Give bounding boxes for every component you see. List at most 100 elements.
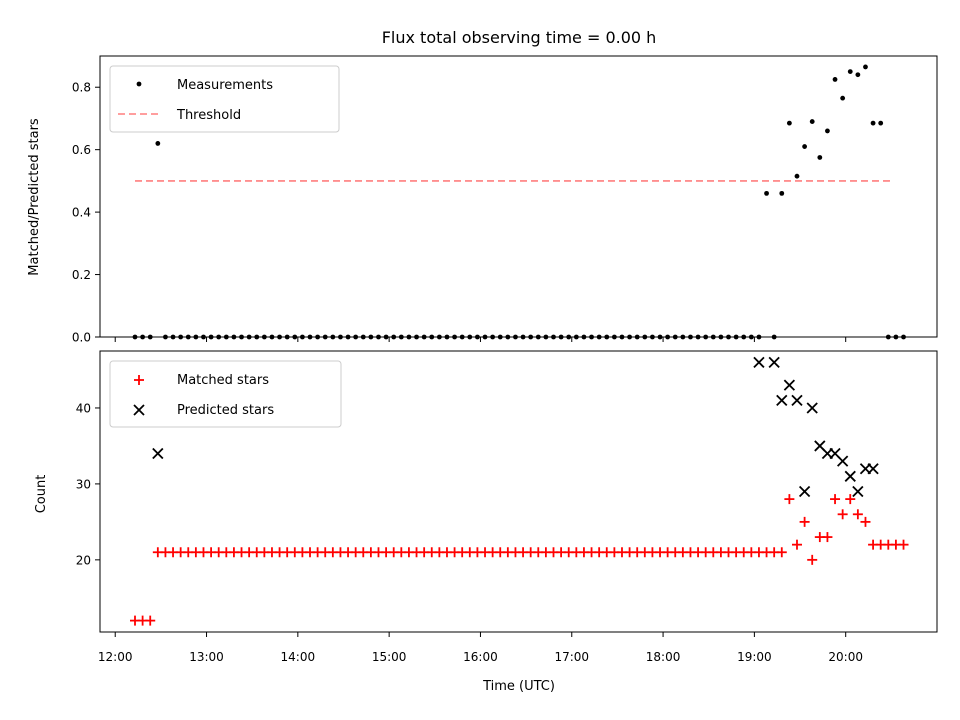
measurement-point: [870, 120, 876, 126]
matched-star-point: [852, 509, 863, 520]
measurement-point: [558, 334, 564, 340]
ratio-panel: Matched/Predicted stars 0.00.20.40.60.8 …: [27, 55, 938, 345]
measurement-point: [513, 334, 518, 340]
ratio-y-tick-label: 0.8: [72, 81, 91, 95]
measurement-point: [330, 334, 336, 340]
measurement-point: [718, 334, 724, 340]
measurement-point: [185, 334, 191, 340]
measurement-point: [809, 119, 815, 124]
measurement-point: [756, 334, 762, 340]
predicted-star-point: [776, 394, 788, 407]
measurement-point: [672, 334, 678, 340]
measurement-point: [543, 334, 549, 340]
measurement-point: [733, 334, 739, 340]
measurement-point: [551, 334, 556, 340]
measurement-point: [825, 128, 830, 134]
predicted-star-point: [753, 356, 765, 369]
measurement-point: [589, 334, 594, 340]
predicted-star-stroke: [806, 402, 818, 414]
count-legend: Matched stars Predicted stars: [109, 360, 342, 428]
measurement-point: [650, 334, 655, 340]
measurement-point: [710, 334, 716, 340]
measurement-point: [535, 334, 541, 340]
measurements-legend-marker: [136, 81, 142, 87]
matched-star-point: [845, 494, 856, 505]
measurement-point: [414, 334, 419, 340]
measurement-point: [398, 334, 404, 340]
count-x-tick-label: 20:00: [828, 650, 863, 664]
count-x-tick-label: 19:00: [737, 650, 772, 664]
measurement-point: [855, 72, 861, 78]
x-axis-label: Time (UTC): [482, 679, 555, 694]
predicted-star-stroke: [829, 447, 841, 460]
predicted-star-point: [768, 356, 780, 369]
measurement-point: [832, 77, 838, 82]
measurement-point: [421, 334, 427, 340]
predicted-star-point: [806, 402, 818, 414]
matched-star-point: [145, 615, 156, 626]
measurement-point: [779, 190, 785, 196]
count-legend-box: [109, 360, 342, 428]
matched-star-point: [791, 539, 802, 550]
measurement-point: [239, 334, 244, 340]
measurement-point: [581, 334, 587, 340]
measurement-point: [802, 144, 808, 149]
measurement-point: [688, 334, 693, 340]
measurement-point: [368, 334, 374, 340]
measurement-point: [269, 334, 275, 340]
predicted-star-point: [837, 455, 849, 467]
measurement-point: [497, 334, 503, 340]
measurement-point: [208, 334, 214, 340]
measurement-point: [566, 334, 572, 340]
predicted-star-point: [791, 394, 803, 407]
ratio-y-tick-label: 0.6: [72, 143, 91, 157]
measurement-point: [596, 334, 602, 340]
measurement-point: [771, 334, 777, 340]
ratio-y-tick-label: 0.4: [72, 206, 91, 220]
measurement-point: [573, 334, 579, 340]
measurement-point: [611, 334, 617, 340]
measurement-point: [178, 334, 184, 340]
measurement-point: [353, 334, 359, 340]
measurement-point: [277, 334, 282, 340]
matched-star-point: [807, 554, 818, 565]
measurements-legend-label: Measurements: [177, 78, 273, 93]
matched-star-point: [830, 494, 841, 505]
threshold-legend-label: Threshold: [176, 108, 241, 123]
measurement-point: [345, 334, 351, 340]
measurement-point: [261, 334, 267, 340]
predicted-star-point: [844, 470, 856, 482]
matched-star-point: [776, 547, 787, 558]
measurement-point: [155, 141, 161, 146]
predicted-star-stroke: [852, 485, 864, 498]
measurement-point: [817, 155, 823, 160]
measurement-point: [429, 334, 435, 340]
ratio-y-axis-label: Matched/Predicted stars: [27, 118, 42, 276]
measurement-point: [490, 334, 496, 340]
ratio-panel-frame: [99, 55, 938, 338]
matched-star-point: [898, 539, 909, 550]
count-x-tick-label: 15:00: [372, 650, 407, 664]
count-panel-frame: [99, 350, 938, 633]
count-x-tick-label: 16:00: [463, 650, 498, 664]
predicted-star-point: [798, 485, 811, 498]
measurement-point: [467, 334, 473, 340]
matched-stars-points: [130, 494, 909, 626]
measurement-point: [726, 334, 731, 340]
predicted-star-stroke: [783, 379, 796, 391]
measurement-point: [657, 334, 663, 340]
measurement-point: [863, 64, 868, 70]
measurement-point: [193, 334, 199, 340]
measurement-point: [885, 334, 891, 340]
measurement-point: [901, 334, 906, 340]
matched-star-point: [784, 494, 795, 505]
count-x-tick-label: 17:00: [554, 650, 589, 664]
ratio-y-tick-label: 0.0: [72, 331, 91, 345]
measurement-point: [680, 334, 686, 340]
ratio-y-tick-label: 0.2: [72, 268, 91, 282]
predicted-stars-legend-label: Predicted stars: [177, 403, 274, 418]
count-y-ticks: 20 30 40: [76, 401, 100, 567]
measurement-point: [284, 334, 290, 340]
ratio-x-ticks: [114, 337, 847, 342]
